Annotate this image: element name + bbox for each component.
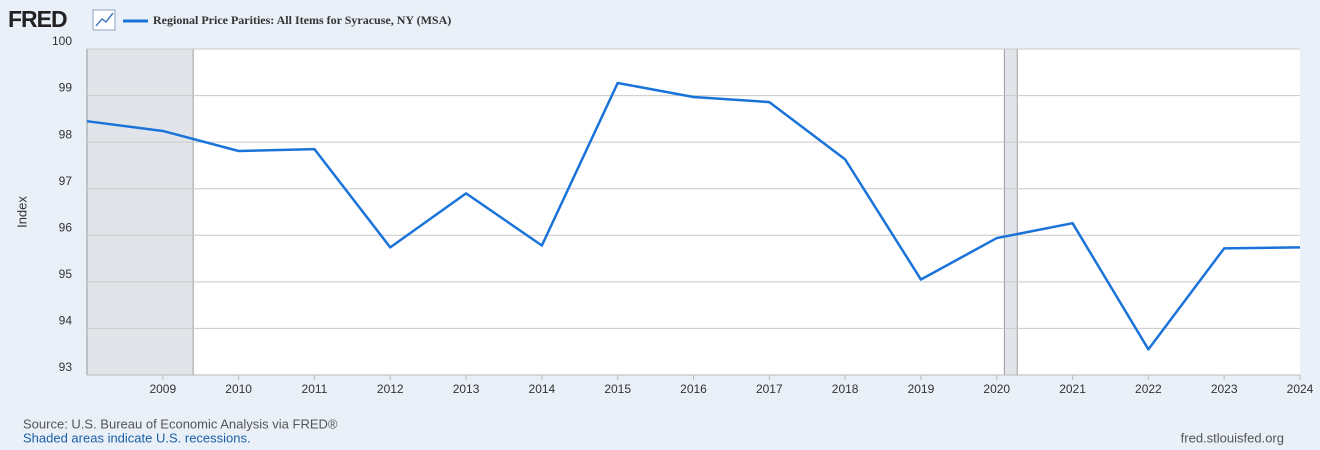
y-tick-label: 95 xyxy=(59,267,73,281)
plot-area xyxy=(87,49,1300,375)
x-tick-label: 2018 xyxy=(832,382,859,396)
x-tick-label: 2019 xyxy=(908,382,935,396)
x-tick-label: 2015 xyxy=(604,382,631,396)
x-tick-label: 2012 xyxy=(377,382,404,396)
x-tick-label: 2022 xyxy=(1135,382,1162,396)
note: Shaded areas indicate U.S. recessions. xyxy=(23,430,251,445)
x-tick-label: 2017 xyxy=(756,382,783,396)
recession xyxy=(86,48,194,376)
x-tick-label: 2024 xyxy=(1287,382,1314,396)
x-tick-label: 2010 xyxy=(225,382,252,396)
url: fred.stlouisfed.org xyxy=(1181,430,1284,445)
x-tick-label: 2023 xyxy=(1211,382,1238,396)
legend-label: Regional Price Parities: All Items for S… xyxy=(153,13,451,27)
x-tick-label: 2021 xyxy=(1059,382,1086,396)
source: Source: U.S. Bureau of Economic Analysis… xyxy=(23,416,338,431)
x-tick-label: 2014 xyxy=(529,382,556,396)
recession xyxy=(1003,48,1018,376)
logo-icon xyxy=(92,9,116,31)
x-tick-label: 2020 xyxy=(983,382,1010,396)
x-tick-label: 2009 xyxy=(149,382,176,396)
y-tick-label: 93 xyxy=(59,360,73,374)
y-tick-label: 94 xyxy=(59,314,73,328)
logo: FRED xyxy=(8,6,67,32)
x-tick-label: 2013 xyxy=(453,382,480,396)
x-tick-label: 2016 xyxy=(680,382,707,396)
y-tick-label: 100 xyxy=(52,34,72,48)
y-tick-label: 99 xyxy=(59,81,73,95)
y-axis-label: Index xyxy=(14,196,29,228)
series-line xyxy=(86,81,1301,351)
y-tick-label: 98 xyxy=(59,127,73,141)
x-tick-label: 2011 xyxy=(302,382,328,396)
y-tick-label: 96 xyxy=(59,220,73,234)
y-tick-label: 97 xyxy=(59,174,73,188)
